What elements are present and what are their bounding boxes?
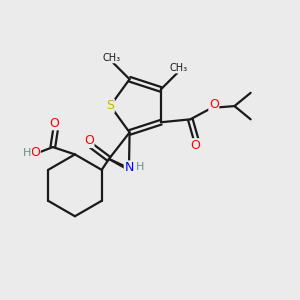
Text: N: N [124,161,134,174]
Text: O: O [209,98,219,110]
Text: O: O [30,146,40,159]
Text: CH₃: CH₃ [103,53,121,63]
Text: H: H [136,163,144,172]
Text: O: O [190,139,200,152]
Text: O: O [84,134,94,148]
Text: H: H [23,148,32,158]
Text: S: S [106,99,114,112]
Text: CH₃: CH₃ [169,63,188,73]
Text: O: O [50,117,59,130]
